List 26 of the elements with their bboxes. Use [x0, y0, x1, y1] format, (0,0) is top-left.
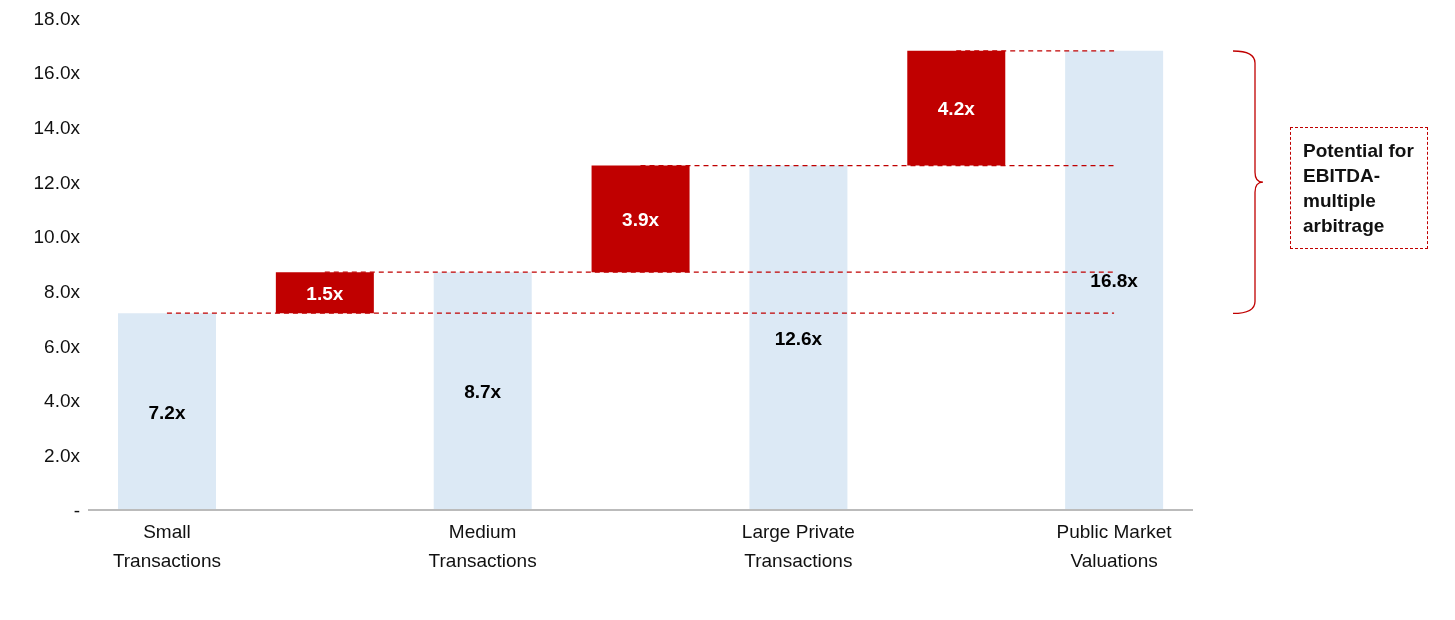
y-tick-label: 8.0x: [44, 281, 81, 303]
bar: [749, 165, 848, 510]
y-tick-label: -: [73, 499, 80, 521]
data-label: 1.5x: [306, 282, 344, 304]
bar: [1065, 50, 1164, 510]
data-label: 7.2x: [148, 401, 186, 423]
x-tick-label: Large Private Transactions: [741, 521, 855, 571]
y-tick-label: 16.0x: [33, 62, 81, 84]
y-tick-label: 14.0x: [33, 117, 81, 139]
data-label: 16.8x: [1090, 270, 1139, 292]
y-tick-label: 10.0x: [33, 226, 81, 248]
y-tick-label: 2.0x: [44, 445, 81, 467]
data-label: 12.6x: [774, 327, 823, 349]
x-tick-label: Public Market Valuations: [1056, 521, 1173, 571]
data-label: 4.2x: [937, 98, 976, 120]
y-tick-label: 18.0x: [33, 7, 81, 29]
bar: [433, 272, 532, 510]
text: Potential for EBITDA-multiple arbitrage: [1290, 127, 1428, 249]
bar: [117, 313, 216, 510]
y-tick-label: 12.0x: [33, 171, 81, 193]
x-tick-label: Small Transactions: [112, 521, 221, 571]
y-tick-label: 4.0x: [44, 390, 81, 412]
x-tick-label: Medium Transactions: [428, 521, 537, 571]
data-label: 3.9x: [622, 208, 660, 230]
data-label: 8.7x: [464, 381, 502, 403]
y-tick-label: 6.0x: [44, 335, 81, 357]
